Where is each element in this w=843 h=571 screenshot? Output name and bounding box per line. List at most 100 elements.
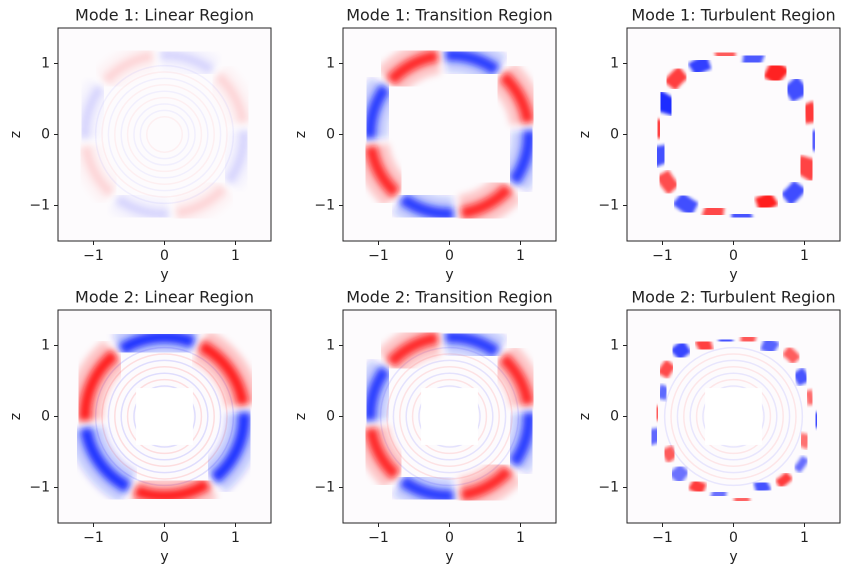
field-band [763,343,776,350]
field-band-outer [161,55,212,71]
y-tick-label: 0 [326,409,335,425]
x-axis-label: y [729,267,737,283]
field [370,337,529,496]
y-tick-label: 0 [41,127,50,143]
subplot: −101−101yzMode 2: Transition Region [293,288,556,566]
field-band [757,198,774,206]
field-band [808,390,812,404]
x-tick-label: 0 [729,248,738,264]
y-tick-label: 0 [610,409,619,425]
chart-title: Mode 2: Transition Region [346,288,553,307]
x-axis-label: y [445,267,453,283]
y-axis-label: z [293,131,309,138]
field-band-outer [370,369,386,420]
field-band [715,53,735,55]
x-tick-label: −1 [83,530,104,546]
figure: −1 0 1 −1 0 1 y z Mode 1: Linear Region −1 0 1 −1 0 1 y… [0,0,843,567]
field-band-outer [514,413,530,464]
x-tick-label: 0 [729,530,738,546]
field-band-outer [402,199,453,215]
x-tick-label: 1 [800,248,809,264]
y-tick-label: −1 [314,198,335,214]
chart-title: Mode 1: Linear Region [75,6,254,25]
field-band [698,343,711,348]
x-axis-label: y [160,267,168,283]
field-band [802,158,810,176]
inner-mask [705,388,762,445]
field-band-outer [446,337,497,353]
field-band [675,346,687,356]
field-band [652,429,656,444]
y-axis-label: z [8,131,24,138]
field-band [768,68,783,78]
x-tick-label: 1 [231,248,240,264]
x-tick-label: −1 [83,248,104,264]
field-band [797,371,804,384]
subplot: −101−101yzMode 1: Turbulent Region [577,6,840,284]
x-tick-label: 0 [160,530,169,546]
field-band [743,57,762,62]
field-band [692,62,709,70]
x-tick-label: 1 [516,530,525,546]
field-band [807,104,812,123]
y-tick-label: 1 [41,338,50,354]
y-tick-label: −1 [598,198,619,214]
y-tick-label: −1 [29,198,50,214]
field-band-outer [85,87,101,138]
y-tick-label: 1 [326,56,335,72]
chart-title: Mode 2: Linear Region [75,288,254,307]
y-tick-label: −1 [598,480,619,496]
y-tick-label: 1 [610,338,619,354]
x-tick-label: −1 [652,530,673,546]
field-band [674,469,685,479]
field-band [662,173,674,189]
field-band-outer [402,481,453,497]
y-tick-label: 0 [610,127,619,143]
field-band-outer [135,483,207,496]
y-tick-label: −1 [314,480,335,496]
y-axis-label: z [8,413,24,420]
y-tick-label: 0 [41,409,50,425]
field-band-outer [229,131,245,182]
x-tick-label: 1 [516,248,525,264]
field-band [661,386,665,399]
x-tick-label: 0 [160,248,169,264]
x-axis-label: y [445,549,453,565]
field-band-outer [370,87,386,138]
field-band [658,146,663,164]
x-tick-label: 1 [231,530,240,546]
x-axis-label: y [160,549,168,565]
y-tick-label: −1 [29,480,50,496]
field-band [704,209,723,214]
chart-title: Mode 2: Turbulent Region [631,288,835,307]
field-band [677,198,694,210]
field-band [802,434,806,447]
field-band [662,96,670,113]
y-axis-label: z [577,131,593,138]
field-band [816,412,817,427]
field-band [657,406,658,420]
y-axis-label: z [293,413,309,420]
field-band [790,82,801,97]
x-tick-label: −1 [368,248,389,264]
field-band [691,483,704,490]
field-band [755,484,768,489]
field-band [712,493,726,496]
x-tick-label: 1 [800,530,809,546]
x-tick-label: 0 [445,530,454,546]
chart-title: Mode 1: Transition Region [346,6,553,25]
field-band-outer [117,199,168,215]
x-axis-label: y [729,549,737,565]
y-tick-label: 1 [41,56,50,72]
field-band [658,120,659,139]
field-band [813,130,815,150]
inner-mask [136,388,193,445]
field-band [719,340,733,341]
subplot: −1 0 1 −1 0 1 y z Mode 2: Linear Region [8,288,271,566]
field-band-outer [446,55,497,71]
field-band [662,363,671,375]
field-band-outer [514,131,530,182]
field-band [741,338,755,341]
x-tick-label: −1 [368,530,389,546]
